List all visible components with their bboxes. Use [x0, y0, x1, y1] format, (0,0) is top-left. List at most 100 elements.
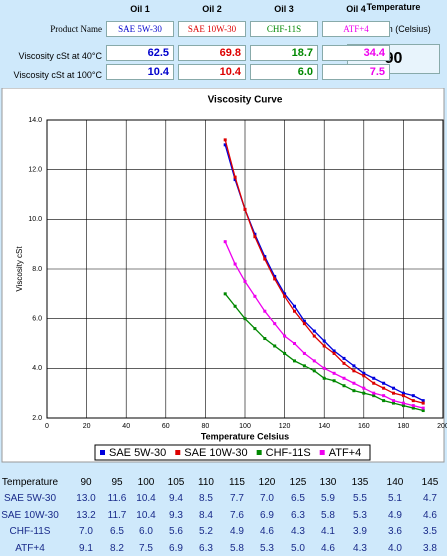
oil-header: Oil 4 [346, 4, 366, 14]
table-cell: 9.1 [79, 542, 93, 554]
table-cell: 5.3 [353, 509, 367, 521]
table-cell: 4.9 [388, 509, 402, 521]
point [263, 257, 267, 261]
point [293, 309, 296, 313]
table-header: 120 [258, 477, 276, 488]
table-cell: 5.3 [260, 542, 274, 554]
product-label: Product Name [50, 24, 102, 34]
point [352, 381, 356, 385]
table-cell: 9.3 [169, 509, 183, 521]
point [233, 175, 237, 179]
table-header: Temperature [1, 477, 59, 488]
point [392, 399, 395, 403]
product-name: ATF+4 [322, 21, 390, 37]
point [302, 351, 306, 355]
temperature-header: Temperature [366, 2, 421, 12]
oil-header: Oil 1 [130, 4, 150, 14]
point [382, 399, 386, 403]
point [342, 384, 346, 388]
point [253, 232, 257, 236]
table-cell: 3.5 [423, 526, 437, 537]
table-cell: 6.5 [291, 493, 305, 504]
table-cell: 3.6 [388, 526, 402, 537]
x-tick-label: 180 [398, 423, 410, 430]
point [283, 292, 287, 296]
table-cell: 6.3 [291, 509, 305, 521]
y-tick-label: 8.0 [32, 266, 42, 273]
point [342, 376, 346, 380]
point [273, 344, 277, 348]
point [411, 404, 415, 408]
point [362, 371, 366, 375]
table-cell: 4.0 [388, 542, 402, 554]
legend-swatch [100, 450, 105, 455]
point [283, 334, 287, 338]
table-cell: ATF+4 [15, 542, 45, 554]
y-axis-label: Viscosity cSt [15, 246, 24, 292]
chart-title: Viscosity Curve [208, 95, 283, 106]
point [253, 327, 257, 331]
table-cell: SAE 10W-30 [1, 509, 59, 521]
oil-header: Oil 3 [274, 4, 294, 14]
table-cell: 5.0 [291, 542, 305, 554]
product-name: CHF-11S [250, 21, 318, 37]
point [382, 381, 386, 385]
table-header: 105 [167, 477, 185, 488]
table-cell: 13.2 [76, 509, 96, 521]
legend-swatch [175, 450, 181, 455]
y-tick-label: 2.0 [32, 415, 42, 422]
table-cell: 5.8 [321, 509, 335, 521]
point [322, 366, 326, 370]
table-cell: 11.7 [107, 509, 127, 521]
point [332, 371, 336, 375]
point [302, 319, 306, 323]
point [243, 279, 247, 283]
table-cell: 13.0 [76, 493, 96, 504]
point [362, 374, 366, 378]
table-cell: 8.5 [199, 493, 213, 504]
legend-swatch [319, 450, 325, 455]
table-header: 135 [351, 477, 369, 488]
point [411, 406, 415, 410]
table-cell: 4.6 [423, 509, 437, 521]
point [362, 386, 366, 390]
y-tick-label: 6.0 [32, 316, 42, 323]
table-cell: SAE 5W-30 [3, 493, 57, 504]
legend-label: ATF+4 [329, 447, 362, 459]
legend-label: CHF-11S [266, 447, 311, 459]
point [312, 369, 316, 373]
chart-frame [1, 88, 445, 463]
viscosity-100: 7.5 [322, 64, 390, 80]
point [401, 401, 405, 405]
table-cell: 4.3 [353, 542, 367, 554]
table-cell: 5.6 [169, 526, 183, 537]
table-cell: 9.4 [169, 493, 183, 504]
point [233, 304, 237, 308]
minimum-label: Minimum (Celsius) [356, 24, 431, 34]
point [372, 394, 376, 398]
point [322, 376, 326, 380]
x-tick-label: 200 [437, 423, 447, 430]
point [421, 401, 425, 405]
legend-swatch [256, 450, 262, 455]
point [352, 369, 356, 373]
point [401, 394, 405, 398]
x-tick-label: 0 [45, 423, 49, 430]
x-tick-label: 140 [318, 423, 330, 430]
point [372, 381, 376, 385]
point [293, 359, 296, 363]
point [372, 376, 376, 380]
point [283, 351, 287, 355]
point [293, 304, 296, 308]
viscosity-100: 6.0 [250, 64, 318, 80]
table-cell: 8.2 [110, 542, 124, 554]
table-cell: 6.3 [199, 542, 213, 554]
table-cell: 7.0 [79, 526, 93, 537]
viscosity-40: 34.4 [322, 45, 390, 61]
point [352, 364, 356, 368]
table-cell: 4.7 [423, 493, 437, 504]
table-header: 90 [80, 477, 92, 488]
point [382, 394, 386, 398]
point [253, 235, 257, 239]
